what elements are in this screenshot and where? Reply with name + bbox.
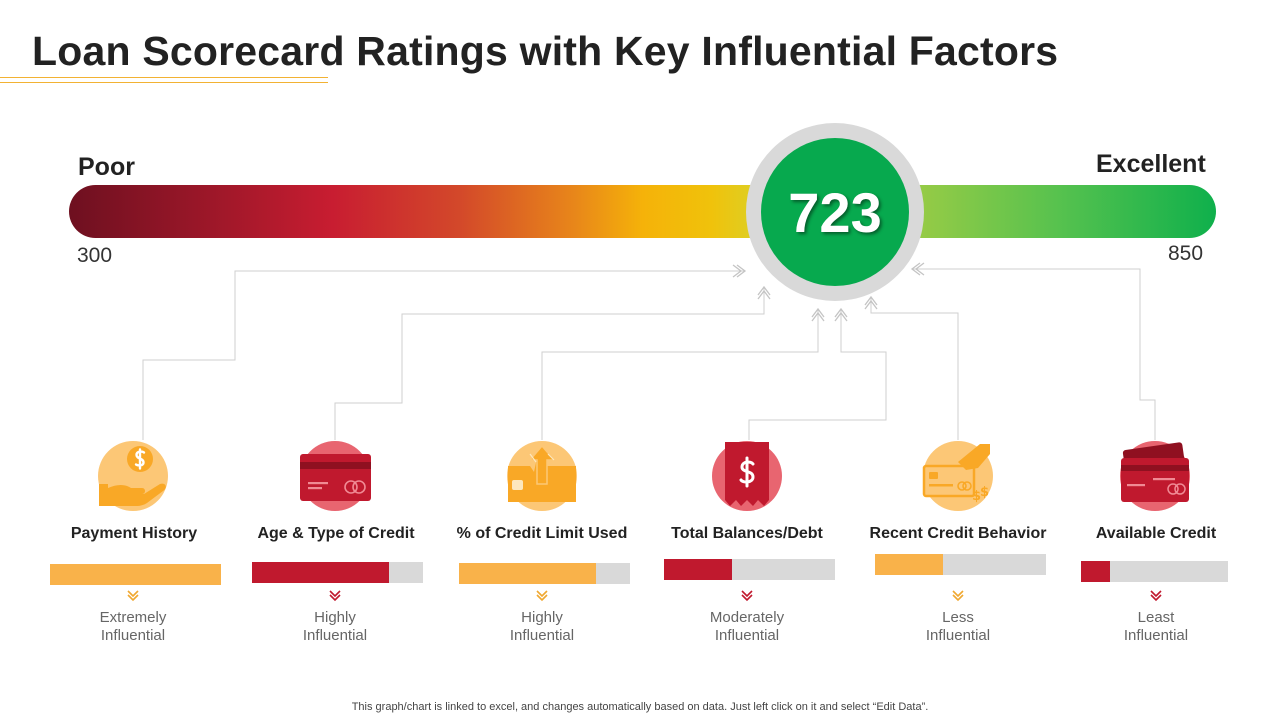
influence-bar <box>1081 561 1228 582</box>
chevron-down-icon <box>952 590 964 602</box>
influence-bar-fill <box>875 554 944 575</box>
influence-bar <box>252 562 423 583</box>
influence-bar-fill <box>50 564 221 585</box>
title-underline <box>0 77 328 78</box>
credit-score-value: 723 <box>788 180 882 244</box>
factor-name: Payment History <box>70 525 198 542</box>
influence-bar-fill <box>1081 561 1111 582</box>
influence-level: Least Influential <box>1076 609 1236 645</box>
influence-bar <box>664 559 835 580</box>
score-circle: 723 <box>761 138 909 286</box>
influence-level-line2: Influential <box>1123 627 1189 644</box>
influence-bar-fill <box>252 562 389 583</box>
factor-name: Recent Credit Behavior <box>869 525 1047 542</box>
influence-bar <box>875 554 1046 575</box>
influence-level-line1: Least <box>1137 609 1175 626</box>
svg-text:$: $ <box>972 489 981 504</box>
influence-level: Highly Influential <box>462 609 622 645</box>
influence-level-line1: Extremely <box>99 609 167 626</box>
influence-level-line1: Less <box>942 609 974 626</box>
influence-level-line2: Influential <box>302 627 368 644</box>
chevron-down-icon <box>741 590 753 602</box>
title-underline-secondary <box>0 82 328 83</box>
credit-cards-icon <box>1120 441 1190 511</box>
gauge-max-value: 850 <box>1168 242 1204 265</box>
chevron-down-icon <box>127 590 139 602</box>
influence-level-line1: Highly <box>521 609 563 626</box>
footnote: This graph/chart is linked to excel, and… <box>351 701 929 713</box>
page-title: Loan Scorecard Ratings with Key Influent… <box>32 28 1059 74</box>
chevron-down-icon <box>536 590 548 602</box>
gauge-label-poor: Poor <box>78 153 135 181</box>
influence-level-line1: Highly <box>314 609 356 626</box>
gauge-label-excellent: Excellent <box>1096 150 1206 178</box>
factor-name: Available Credit <box>1095 525 1217 542</box>
influence-level: Highly Influential <box>255 609 415 645</box>
chevron-down-icon <box>329 590 341 602</box>
influence-bar <box>459 563 630 584</box>
factor-name: Total Balances/Debt <box>671 525 823 542</box>
influence-level: Extremely Influential <box>53 609 213 645</box>
factor-name: Age & Type of Credit <box>257 525 415 542</box>
dollar-receipt-icon <box>712 441 782 511</box>
factor-name: % of Credit Limit Used <box>456 525 628 542</box>
influence-level-line2: Influential <box>714 627 780 644</box>
score-gauge-bar <box>69 185 1216 238</box>
gauge-min-value: 300 <box>77 244 113 267</box>
influence-level-line2: Influential <box>100 627 166 644</box>
card-growth-arrow-icon <box>507 441 577 511</box>
influence-level-line2: Influential <box>925 627 991 644</box>
influence-level-line2: Influential <box>509 627 575 644</box>
influence-level: Less Influential <box>878 609 1038 645</box>
influence-bar <box>50 564 221 585</box>
influence-bar-fill <box>459 563 596 584</box>
hand-dollar-coin-icon <box>98 441 168 511</box>
influence-bar-fill <box>664 559 733 580</box>
chevron-down-icon <box>1150 590 1162 602</box>
card-payment-icon: $ $ <box>922 441 993 511</box>
influence-level-line1: Moderately <box>709 609 785 626</box>
credit-card-icon <box>300 441 371 511</box>
influence-level: Moderately Influential <box>667 609 827 645</box>
svg-text:$: $ <box>980 485 989 500</box>
